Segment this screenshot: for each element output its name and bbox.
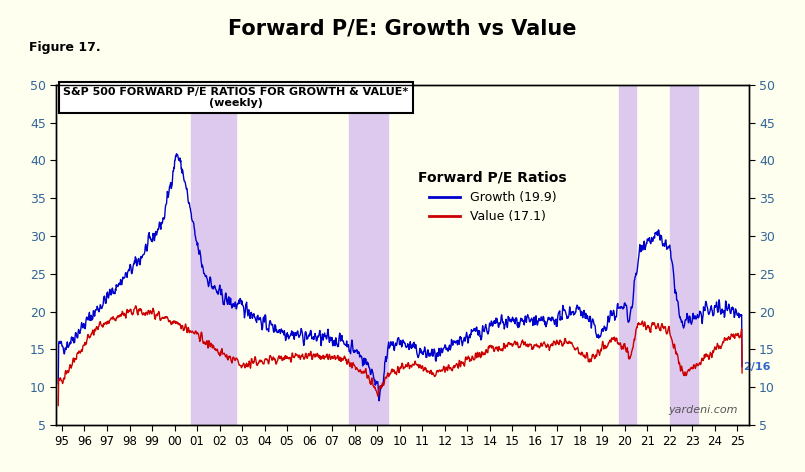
Legend: Growth (19.9), Value (17.1): Growth (19.9), Value (17.1) — [413, 166, 572, 228]
Bar — [670, 85, 698, 425]
Text: 2/16: 2/16 — [743, 362, 770, 371]
Text: yardeni.com: yardeni.com — [669, 405, 738, 414]
Text: S&P 500 FORWARD P/E RATIOS FOR GROWTH & VALUE*
(weekly): S&P 500 FORWARD P/E RATIOS FOR GROWTH & … — [64, 87, 408, 108]
Bar — [619, 85, 636, 425]
Text: Forward P/E: Growth vs Value: Forward P/E: Growth vs Value — [229, 19, 576, 39]
Bar — [349, 85, 389, 425]
Bar — [192, 85, 237, 425]
Text: Figure 17.: Figure 17. — [29, 41, 101, 54]
